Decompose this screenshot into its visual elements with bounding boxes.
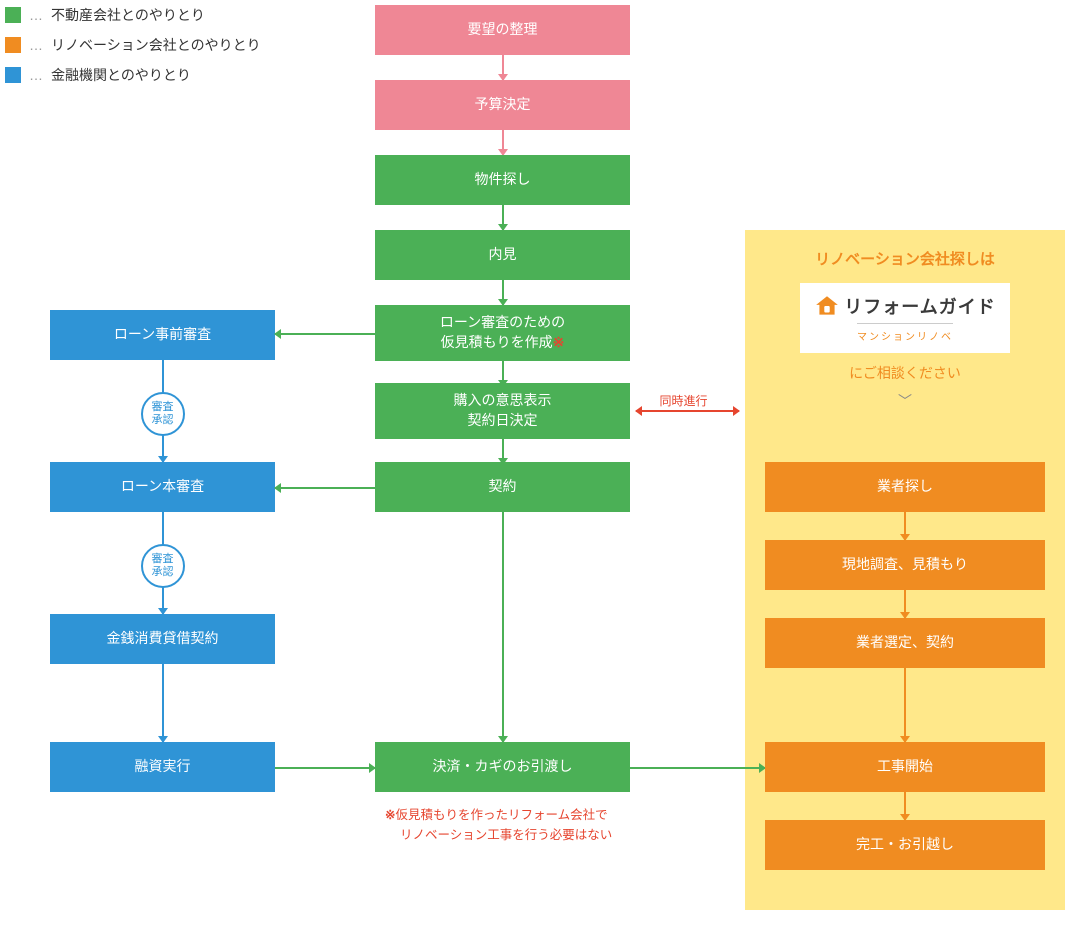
legend-dots: …	[29, 7, 45, 23]
arrow-down	[904, 590, 906, 618]
flow-node-r2: 現地調査、見積もり	[765, 540, 1045, 590]
flow-node-label: ローン事前審査	[114, 325, 211, 345]
legend-swatch	[5, 67, 21, 83]
flow-node-n7: 契約	[375, 462, 630, 512]
flow-node-r3: 業者選定、契約	[765, 618, 1045, 668]
legend-swatch	[5, 37, 21, 53]
flow-node-l4: 融資実行	[50, 742, 275, 792]
flow-node-r1: 業者探し	[765, 462, 1045, 512]
panel-title: リノベーション会社探しは	[765, 248, 1045, 269]
arrow-down	[502, 205, 504, 230]
flow-node-label: 現地調査、見積もり	[842, 555, 968, 575]
flow-node-n4: 内見	[375, 230, 630, 280]
logo-card: リフォームガイドマンションリノベ	[800, 283, 1010, 353]
arrow-right	[275, 767, 375, 769]
flow-node-label: 要望の整理	[468, 20, 538, 40]
footnote-line1: 仮見積もりを作ったリフォーム会社で	[395, 808, 607, 822]
arrow-down	[502, 512, 504, 742]
chevron-down-icon: ﹀	[765, 391, 1045, 411]
legend-dots: …	[29, 67, 45, 83]
house-icon	[814, 293, 840, 319]
flow-node-label: 契約	[489, 477, 517, 497]
arrow-down	[904, 792, 906, 820]
footnote-line2: リノベーション工事を行う必要はない	[400, 828, 612, 842]
flow-node-label: 決済・カギのお引渡し	[433, 757, 573, 777]
flow-node-n8: 決済・カギのお引渡し	[375, 742, 630, 792]
flow-node-l3: 金銭消費貸借契約	[50, 614, 275, 664]
logo-text: リフォームガイド	[844, 293, 995, 319]
arrow-down	[502, 55, 504, 80]
legend-swatch	[5, 7, 21, 23]
approval-badge: 審査承認	[141, 544, 185, 588]
flow-node-n5: ローン審査のための仮見積もりを作成※	[375, 305, 630, 361]
logo-caption: マンションリノベ	[857, 323, 953, 343]
arrow-right	[630, 767, 765, 769]
arrow-down	[502, 130, 504, 155]
flow-node-label: 物件探し	[475, 170, 531, 190]
legend-label: リノベーション会社とのやりとり	[51, 35, 261, 55]
arrow-down	[162, 664, 164, 742]
arrow-down	[502, 439, 504, 464]
double-arrow	[636, 410, 739, 412]
flow-node-label: 購入の意思表示契約日決定	[454, 391, 552, 430]
flow-node-label: ローン審査のための仮見積もりを作成※	[440, 313, 565, 352]
legend-item: … リノベーション会社とのやりとり	[5, 35, 261, 55]
legend-item: … 金融機関とのやりとり	[5, 65, 261, 85]
legend: … 不動産会社とのやりとり … リノベーション会社とのやりとり … 金融機関とのやりとり	[5, 5, 261, 95]
flow-node-label: 金銭消費貸借契約	[107, 629, 219, 649]
flow-node-n6: 購入の意思表示契約日決定	[375, 383, 630, 439]
legend-dots: …	[29, 37, 45, 53]
arrow-down	[502, 280, 504, 305]
arrow-down	[904, 512, 906, 540]
flow-node-n3: 物件探し	[375, 155, 630, 205]
legend-item: … 不動産会社とのやりとり	[5, 5, 261, 25]
flow-node-label: 融資実行	[135, 757, 191, 777]
approval-badge: 審査承認	[141, 392, 185, 436]
arrow-left	[275, 333, 375, 335]
legend-label: 金融機関とのやりとり	[51, 65, 191, 85]
footnote: ※仮見積もりを作ったリフォーム会社でリノベーション工事を行う必要はない	[385, 805, 612, 845]
flow-node-l2: ローン本審査	[50, 462, 275, 512]
double-arrow-label: 同時進行	[660, 392, 708, 409]
panel-subtitle: にご相談ください	[765, 363, 1045, 383]
flow-node-n2: 予算決定	[375, 80, 630, 130]
flow-node-label: 業者探し	[877, 477, 933, 497]
flow-node-l1: ローン事前審査	[50, 310, 275, 360]
arrow-down	[904, 668, 906, 742]
flow-node-label: 業者選定、契約	[856, 633, 954, 653]
flow-node-r5: 完工・お引越し	[765, 820, 1045, 870]
flow-node-label: 内見	[489, 245, 517, 265]
legend-label: 不動産会社とのやりとり	[51, 5, 205, 25]
flow-node-label: ローン本審査	[121, 477, 204, 497]
flow-node-n1: 要望の整理	[375, 5, 630, 55]
flow-node-label: 完工・お引越し	[856, 835, 954, 855]
flow-node-r4: 工事開始	[765, 742, 1045, 792]
arrow-left	[275, 487, 375, 489]
flow-node-label: 工事開始	[877, 757, 933, 777]
flow-node-label: 予算決定	[475, 95, 531, 115]
